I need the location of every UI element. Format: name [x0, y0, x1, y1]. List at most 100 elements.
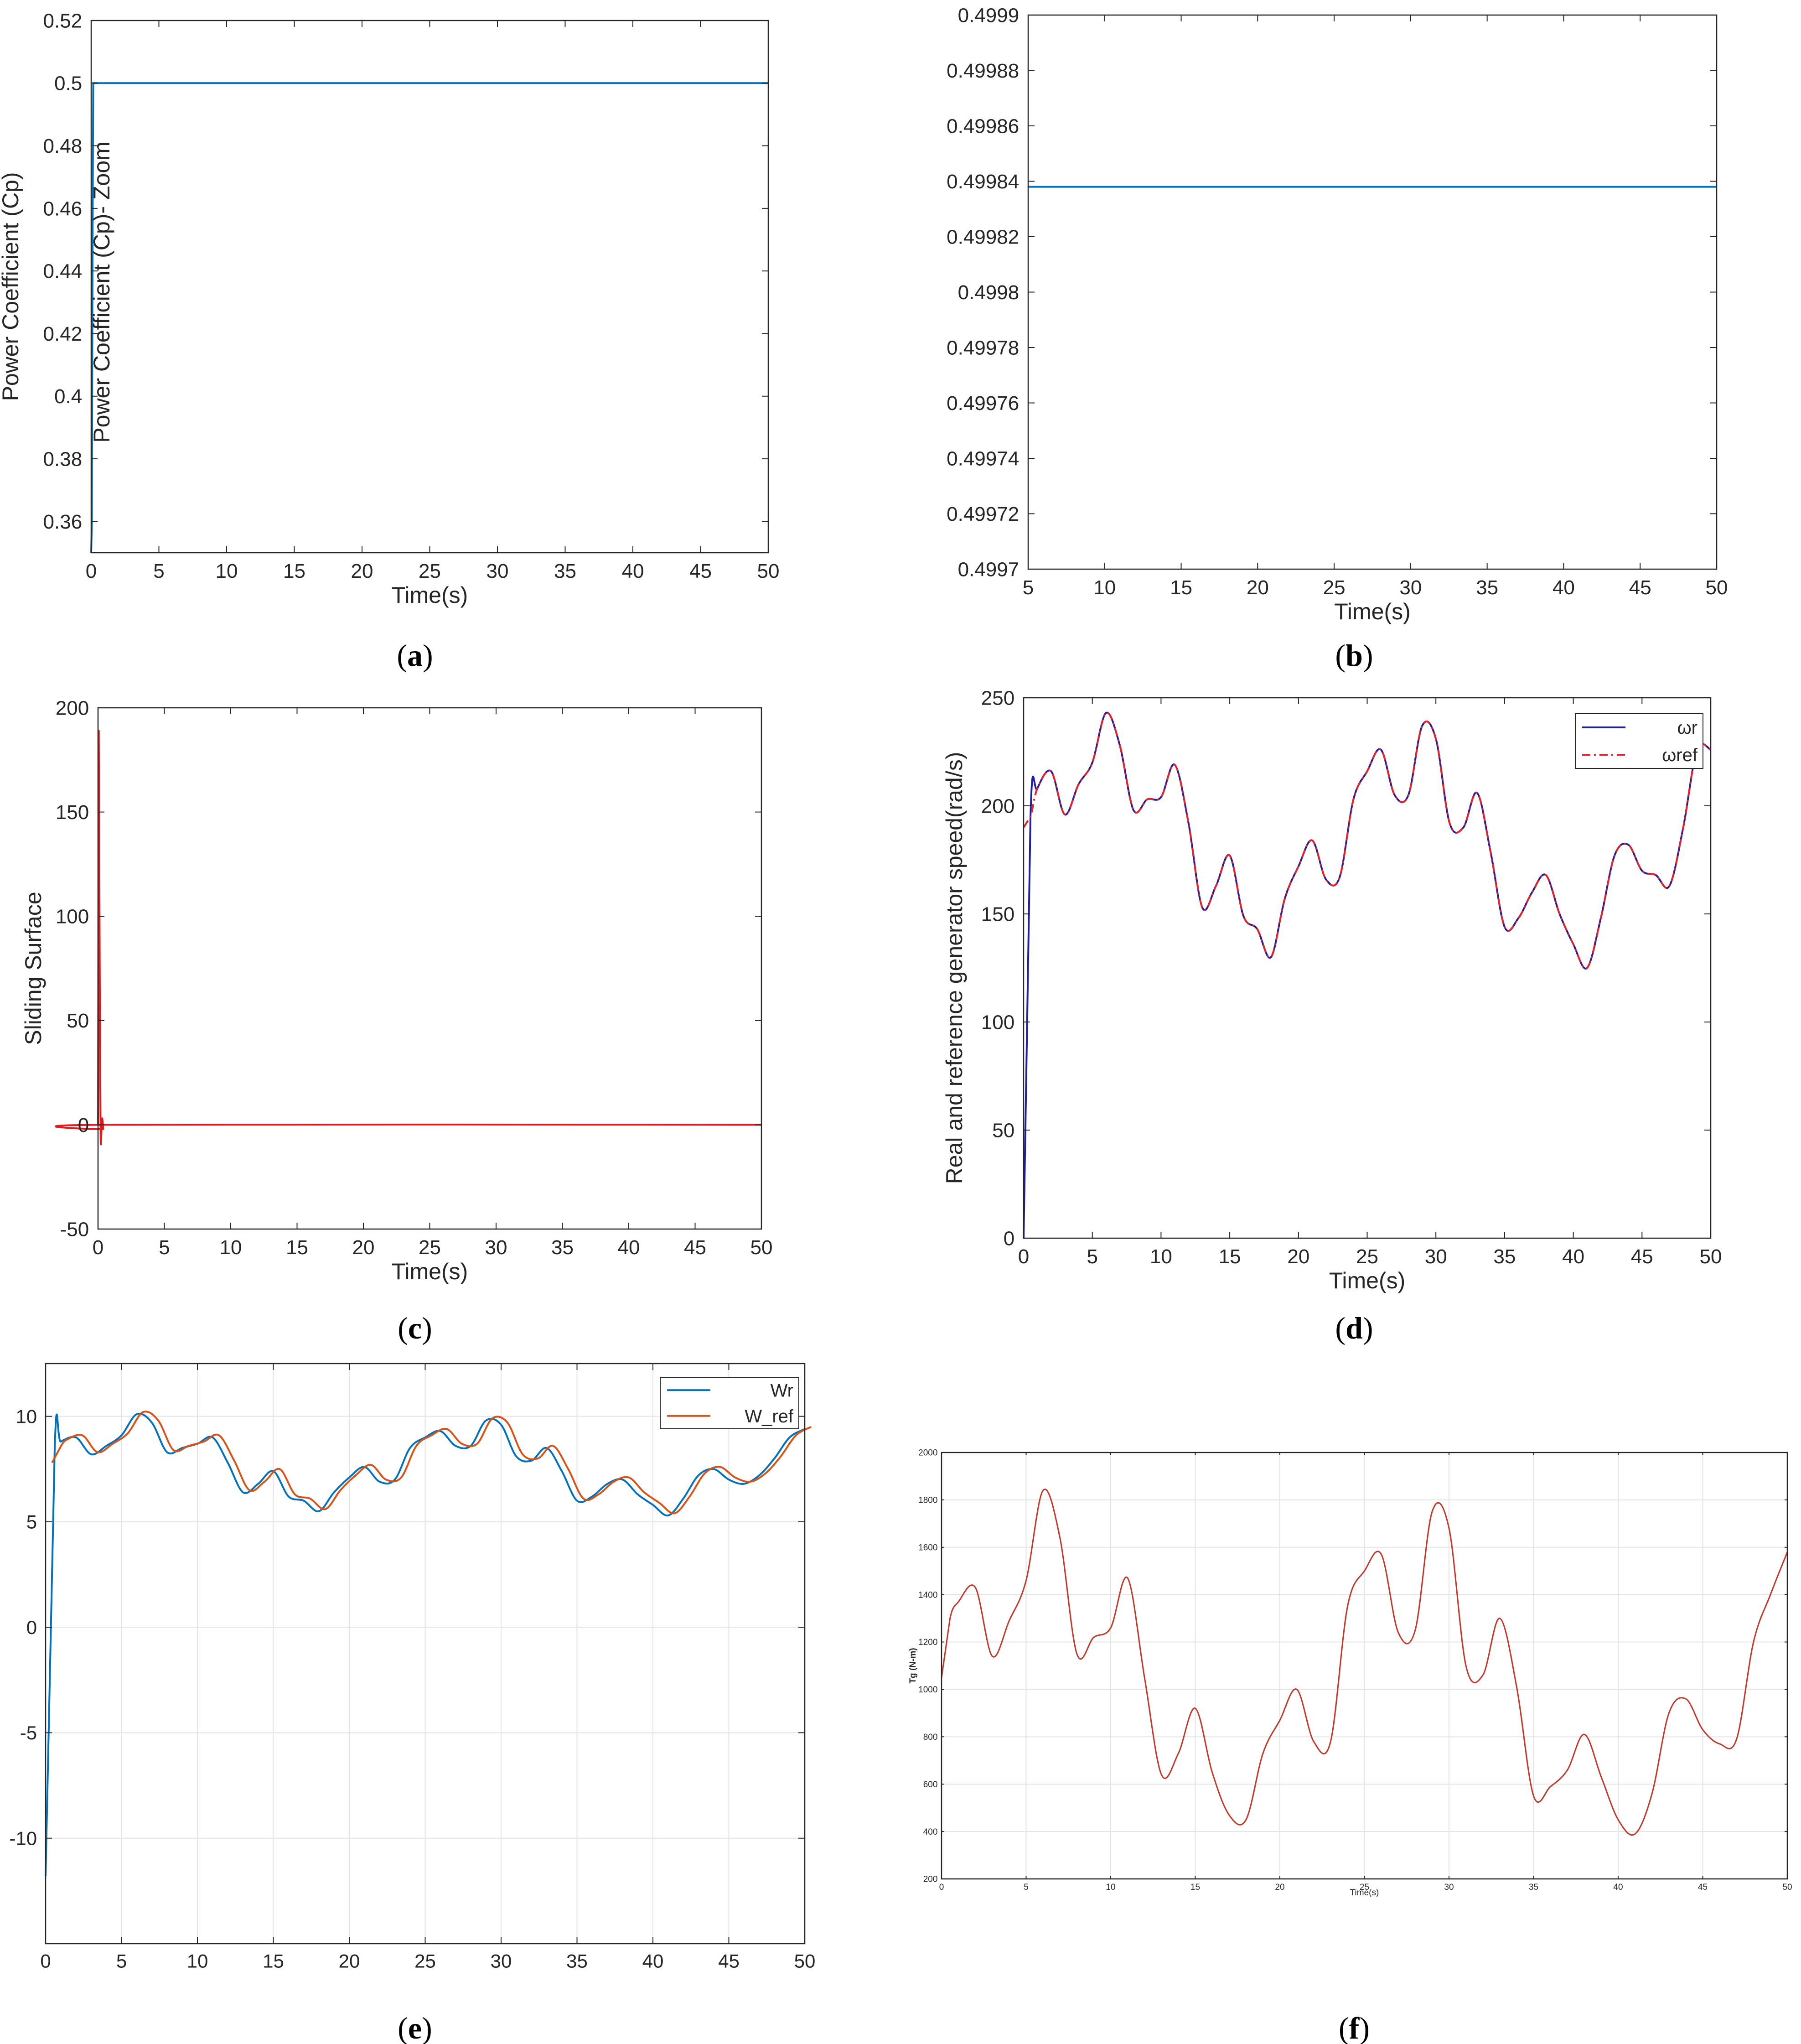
y-tick-label: 0.52 [43, 10, 83, 32]
y-tick-label: 800 [923, 1733, 938, 1742]
x-tick-label: 35 [566, 1951, 588, 1972]
x-tick-label: 10 [220, 1236, 242, 1259]
x-tick-label: 10 [1106, 1883, 1115, 1892]
legend-label: W_ref [745, 1406, 794, 1427]
x-tick-label: 45 [1631, 1245, 1653, 1268]
y-tick-label: 0.49982 [947, 226, 1019, 248]
y-tick-label: 0.49972 [947, 503, 1019, 525]
x-tick-label: 40 [622, 560, 644, 582]
y-tick-label: 400 [923, 1827, 938, 1837]
x-tick-label: 20 [1275, 1883, 1284, 1892]
x-axis-label: Time(s) [1329, 1268, 1406, 1293]
x-tick-label: 40 [1553, 576, 1575, 599]
y-tick-label: 0.49988 [947, 60, 1019, 82]
x-tick-label: 15 [283, 560, 305, 582]
y-tick-label: 50 [67, 1010, 89, 1032]
y-tick-label: 0.49976 [947, 392, 1019, 415]
x-tick-label: 10 [187, 1951, 208, 1972]
plot-frame [1027, 14, 1718, 570]
y-tick-label: 10 [16, 1406, 37, 1427]
y-tick-label: 0.5 [54, 73, 82, 95]
x-tick-label: 5 [1024, 1883, 1029, 1892]
x-tick-label: 30 [486, 560, 509, 582]
panel-caption: (a) [397, 638, 433, 673]
x-tick-label: 20 [339, 1951, 360, 1972]
panel-caption: (c) [398, 1311, 432, 1345]
y-tick-label: -10 [9, 1827, 37, 1849]
x-tick-label: 50 [750, 1236, 773, 1259]
x-tick-label: 5 [153, 560, 164, 582]
x-tick-label: 15 [1190, 1883, 1200, 1892]
y-tick-label: 100 [56, 906, 89, 928]
y-tick-label: 1000 [918, 1685, 937, 1695]
series-line-W_ref [51, 1411, 812, 1515]
x-tick-label: 45 [718, 1951, 740, 1972]
y-axis-label: Power Coefficient (Cp)- Zoom [89, 141, 114, 442]
series-line-s0 [90, 82, 768, 553]
series-line-s0 [941, 1489, 1788, 1836]
x-tick-label: 40 [642, 1951, 664, 1972]
legend-box [660, 1377, 799, 1429]
y-tick-label: 0.49974 [947, 447, 1019, 470]
x-tick-label: 35 [1529, 1883, 1538, 1892]
x-tick-label: 35 [551, 1236, 574, 1259]
y-tick-label: 0.46 [43, 197, 83, 220]
x-tick-label: 50 [1706, 576, 1728, 599]
y-tick-label: 200 [56, 697, 89, 719]
x-axis-label: Time(s) [1334, 599, 1411, 624]
x-tick-label: 25 [414, 1951, 436, 1972]
y-axis-label: Sliding Surface [21, 892, 46, 1045]
x-tick-label: 15 [263, 1951, 284, 1972]
x-tick-label: 25 [1356, 1245, 1378, 1268]
y-tick-label: 0.49978 [947, 337, 1019, 359]
x-tick-label: 5 [1087, 1245, 1097, 1268]
y-tick-label: 1400 [918, 1590, 937, 1600]
y-tick-label: -50 [60, 1218, 89, 1240]
y-axis-label: Tg (N-m) [908, 1648, 918, 1683]
x-tick-label: 45 [689, 560, 712, 582]
x-tick-label: 25 [1360, 1883, 1369, 1892]
x-tick-label: 15 [1170, 576, 1192, 599]
y-tick-label: 0.4997 [958, 558, 1020, 581]
x-tick-label: 0 [939, 1883, 944, 1892]
x-tick-label: 5 [1023, 576, 1034, 599]
x-tick-label: 5 [116, 1951, 127, 1972]
y-tick-label: 200 [981, 795, 1014, 817]
x-tick-label: 25 [419, 1236, 441, 1259]
panel-c: 0 5 10 15 20 25 30 35 40 45 50-50050100150200Time(… [21, 697, 772, 1345]
x-tick-label: 0 [1018, 1245, 1029, 1268]
x-axis-label: Time(s) [392, 582, 468, 608]
plot-frame [97, 707, 762, 1230]
x-axis-label: Time(s) [392, 1259, 468, 1284]
panel-e: 0 5 10 15 20 25 30 35 40 45 50 -10 -5 0 5 10 Wr W_ref (e) [9, 1363, 815, 2044]
x-tick-label: 15 [1219, 1245, 1241, 1268]
x-tick-label: 15 [286, 1236, 308, 1259]
x-tick-label: 35 [554, 560, 576, 582]
x-tick-label: 10 [1093, 576, 1116, 599]
y-tick-label: 200 [923, 1875, 938, 1884]
x-tick-label: 50 [1700, 1245, 1722, 1268]
x-tick-label: 45 [1629, 576, 1651, 599]
x-tick-label: 45 [684, 1236, 706, 1259]
legend-box [1575, 713, 1703, 769]
x-tick-label: 10 [1150, 1245, 1172, 1268]
x-tick-label: 25 [1323, 576, 1346, 599]
y-tick-label: -5 [20, 1722, 37, 1743]
panel-f: 0 5 10 15 20 25 30 35 40 45 50 200 400 600 800 1000 1200… [908, 1448, 1792, 2044]
y-tick-label: 0 [78, 1114, 89, 1136]
legend-label: Wr [771, 1380, 793, 1401]
y-tick-label: 0.48 [43, 135, 83, 157]
panel-caption: (e) [398, 2011, 432, 2044]
x-tick-label: 20 [351, 560, 373, 582]
x-tick-label: 40 [1613, 1883, 1623, 1892]
y-tick-label: 0.4999 [958, 4, 1020, 26]
y-tick-label: 1800 [918, 1496, 937, 1505]
y-tick-label: 150 [981, 903, 1014, 925]
y-tick-label: 50 [992, 1119, 1014, 1141]
y-tick-label: 250 [981, 687, 1014, 709]
y-tick-label: 1600 [918, 1543, 937, 1552]
x-tick-label: 0 [86, 560, 97, 582]
y-tick-label: 0.42 [43, 323, 83, 345]
panel-a: 0 5 10 15 20 25 30 35 40 45 50 0.36 0.38 0.4 0.42 0.44 0… [0, 10, 779, 673]
